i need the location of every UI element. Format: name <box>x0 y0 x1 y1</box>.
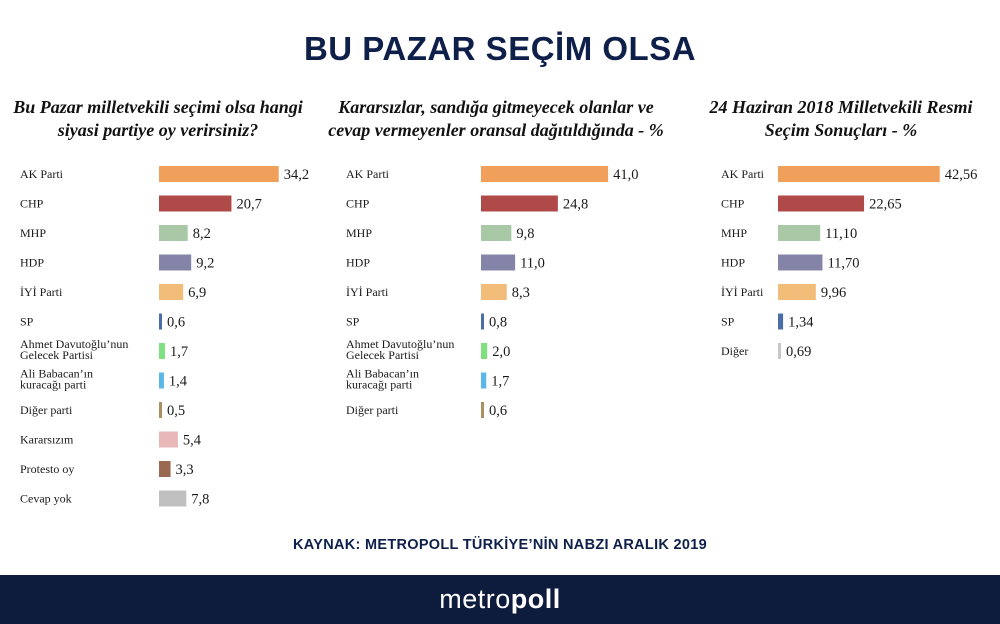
bar-ahmet-davutoglu-nun-gelecek-partisi <box>159 343 165 359</box>
category-label-diger-parti: Diğer parti <box>346 403 399 417</box>
bar-hdp <box>481 254 516 271</box>
category-label-ali-babacan-in-kuracagi-parti: Ali Babacan’ın kuracağı parti <box>346 367 419 392</box>
category-label-chp: CHP <box>346 197 370 211</box>
value-label-ali-babacan-in-kuracagi-parti: 1,4 <box>169 374 188 390</box>
bar-chp <box>778 195 865 212</box>
category-label-hdp: HDP <box>20 256 44 270</box>
logo: metropoll <box>439 584 561 614</box>
value-label-hdp: 11,70 <box>827 256 859 272</box>
bar-diger-parti <box>481 402 484 418</box>
bar-ak-parti <box>481 166 609 182</box>
category-label-cevap-yok: Cevap yok <box>20 492 72 506</box>
category-label-ak-parti: AK Parti <box>20 167 64 181</box>
bar-ali-babacan-in-kuracagi-parti <box>481 372 487 389</box>
category-label-diger-parti: Diğer parti <box>20 403 73 417</box>
category-label-chp: CHP <box>20 197 44 211</box>
bar-sp <box>481 313 484 330</box>
page-title: BU PAZAR SEÇİM OLSA <box>303 30 697 67</box>
logo-light: metro <box>439 584 511 614</box>
category-label-mhp: MHP <box>346 226 372 240</box>
value-label-ak-parti: 34,2 <box>284 167 309 183</box>
value-label-protesto-oy: 3,3 <box>176 462 194 478</box>
value-label-diger-parti: 0,6 <box>489 403 507 419</box>
value-label-chp: 24,8 <box>563 197 588 213</box>
chart-2-title: Kararsızlar, sandığa gitmeyecek olanlar … <box>328 97 664 140</box>
bar-ak-parti <box>778 166 940 182</box>
category-label-kararsizim: Kararsızım <box>20 433 74 447</box>
category-label-sp: SP <box>20 315 34 329</box>
bar-sp <box>778 313 784 330</box>
value-label-cevap-yok: 7,8 <box>191 492 209 508</box>
category-label-i-yi-parti: İYİ Parti <box>721 285 764 299</box>
category-label-diger: Diğer <box>721 344 748 358</box>
bar-mhp <box>778 225 821 241</box>
bar-i-yi-parti <box>778 284 816 300</box>
value-label-mhp: 11,10 <box>825 226 857 242</box>
value-label-mhp: 9,8 <box>516 226 534 242</box>
category-label-mhp: MHP <box>20 226 46 240</box>
value-label-i-yi-parti: 8,3 <box>512 285 530 301</box>
value-label-mhp: 8,2 <box>193 226 211 242</box>
value-label-sp: 0,8 <box>489 315 507 331</box>
value-label-ak-parti: 42,56 <box>945 167 978 183</box>
value-label-kararsizim: 5,4 <box>183 433 202 449</box>
bar-protesto-oy <box>159 461 171 477</box>
bar-ahmet-davutoglu-nun-gelecek-partisi <box>481 343 488 359</box>
value-label-ak-parti: 41,0 <box>613 167 638 183</box>
bar-diger <box>778 343 781 359</box>
bar-i-yi-parti <box>159 284 184 300</box>
category-label-hdp: HDP <box>346 256 370 270</box>
logo-bold: poll <box>510 584 561 614</box>
value-label-chp: 22,65 <box>869 197 902 213</box>
value-label-ahmet-davutoglu-nun-gelecek-partisi: 2,0 <box>492 344 510 360</box>
bar-chp <box>159 195 232 212</box>
chart-3-title: 24 Haziran 2018 Milletvekili Resmi Seçim… <box>709 97 973 140</box>
value-label-ali-babacan-in-kuracagi-parti: 1,7 <box>491 374 509 390</box>
value-label-diger-parti: 0,5 <box>167 403 185 419</box>
bar-mhp <box>159 225 188 241</box>
value-label-ahmet-davutoglu-nun-gelecek-partisi: 1,7 <box>170 344 188 360</box>
category-label-protesto-oy: Protesto oy <box>20 462 74 476</box>
category-label-mhp: MHP <box>721 226 747 240</box>
category-label-sp: SP <box>721 315 735 329</box>
chart-1-title: Bu Pazar milletvekili seçimi olsa hangi … <box>13 97 303 140</box>
category-label-ali-babacan-in-kuracagi-parti: Ali Babacan’ın kuracağı parti <box>20 367 93 392</box>
category-label-ak-parti: AK Parti <box>346 167 390 181</box>
bar-diger-parti <box>159 402 162 418</box>
bar-ali-babacan-in-kuracagi-parti <box>159 372 164 389</box>
category-label-i-yi-parti: İYİ Parti <box>20 285 63 299</box>
value-label-hdp: 9,2 <box>196 256 214 272</box>
bar-mhp <box>481 225 512 241</box>
value-label-i-yi-parti: 9,96 <box>821 285 846 301</box>
bar-hdp <box>778 254 823 271</box>
category-label-ak-parti: AK Parti <box>721 167 765 181</box>
category-label-i-yi-parti: İYİ Parti <box>346 285 389 299</box>
bar-cevap-yok <box>159 490 187 507</box>
category-label-ahmet-davutoglu-nun-gelecek-partisi: Ahmet Davutoğlu’nun Gelecek Partisi <box>346 337 454 362</box>
value-label-hdp: 11,0 <box>520 256 545 272</box>
value-label-i-yi-parti: 6,9 <box>188 285 206 301</box>
category-label-sp: SP <box>346 315 360 329</box>
value-label-sp: 0,6 <box>167 315 185 331</box>
value-label-chp: 20,7 <box>236 197 261 213</box>
bar-sp <box>159 313 162 330</box>
category-label-hdp: HDP <box>721 256 745 270</box>
bar-hdp <box>159 254 192 271</box>
value-label-diger: 0,69 <box>786 344 811 360</box>
source-note: KAYNAK: METROPOLL TÜRKİYE’NİN NABZI ARAL… <box>293 537 707 553</box>
value-label-sp: 1,34 <box>788 315 814 331</box>
bar-ak-parti <box>159 166 279 182</box>
bar-chp <box>481 195 558 212</box>
category-label-chp: CHP <box>721 197 745 211</box>
category-label-ahmet-davutoglu-nun-gelecek-partisi: Ahmet Davutoğlu’nun Gelecek Partisi <box>20 337 128 362</box>
bar-kararsizim <box>159 431 178 448</box>
bar-i-yi-parti <box>481 284 507 300</box>
footer-bar: metropoll <box>0 575 1000 624</box>
